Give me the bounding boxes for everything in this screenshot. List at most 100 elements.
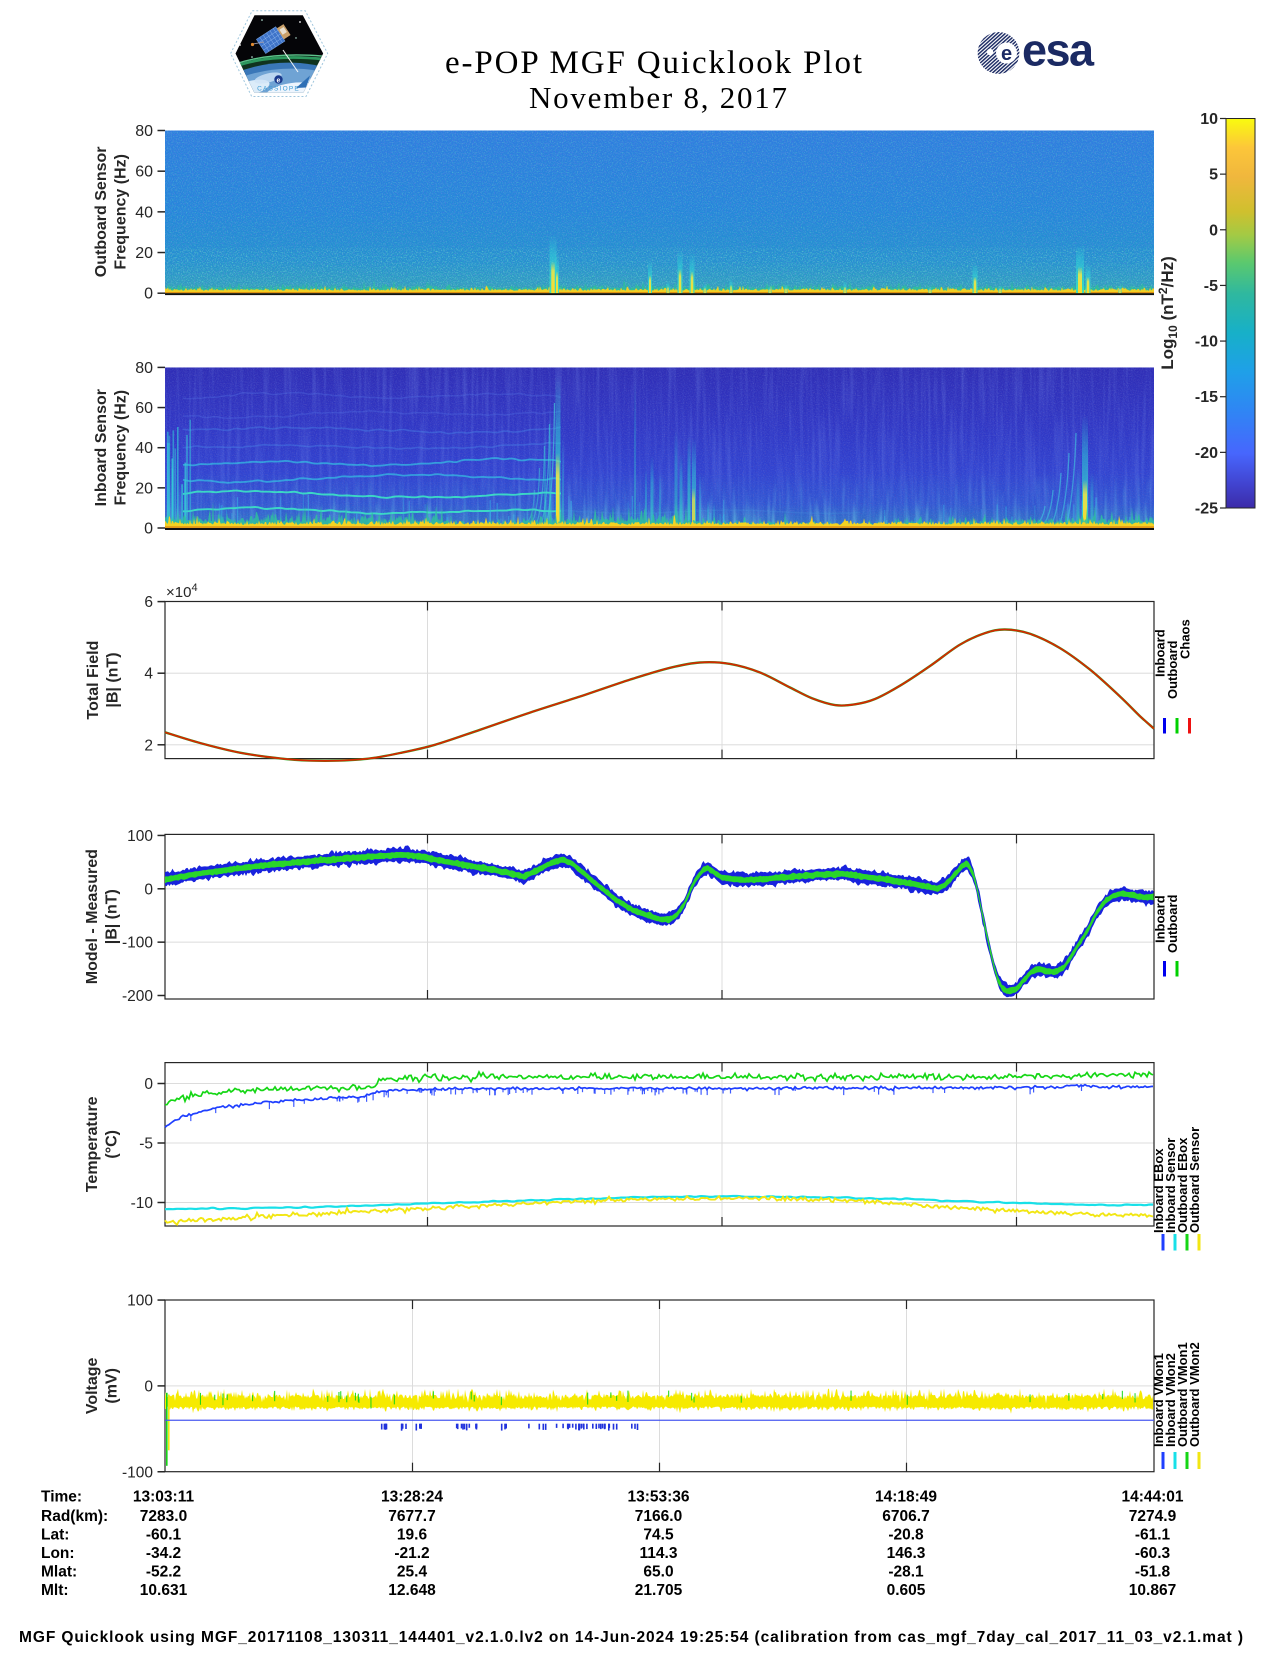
svg-text:5: 5	[1209, 167, 1218, 184]
svg-text:2: 2	[144, 737, 153, 754]
svg-text:-25: -25	[1195, 501, 1218, 518]
svg-text:14:18:49: 14:18:49	[875, 1489, 937, 1506]
svg-text:7677.7: 7677.7	[388, 1508, 435, 1525]
svg-text:-100: -100	[122, 1464, 153, 1481]
svg-text:25.4: 25.4	[397, 1564, 428, 1581]
svg-text:-15: -15	[1195, 389, 1218, 406]
svg-text:0: 0	[144, 1378, 153, 1395]
svg-text:80: 80	[135, 360, 153, 377]
svg-text:|B| (nT): |B| (nT)	[105, 652, 122, 707]
svg-text:Chaos: Chaos	[1178, 619, 1193, 659]
svg-text:80: 80	[135, 123, 153, 140]
svg-text:13:53:36: 13:53:36	[627, 1489, 689, 1506]
svg-text:Outboard VMon1: Outboard VMon1	[1175, 1342, 1190, 1447]
svg-text:6: 6	[144, 594, 153, 611]
svg-text:10.631: 10.631	[140, 1582, 188, 1599]
svg-text:7283.0: 7283.0	[140, 1508, 187, 1525]
svg-text:60: 60	[135, 400, 153, 417]
svg-text:21.705: 21.705	[635, 1582, 683, 1599]
svg-text:Inboard Sensor: Inboard Sensor	[93, 389, 110, 506]
svg-text:Frequency (Hz): Frequency (Hz)	[113, 390, 130, 506]
svg-text:0: 0	[144, 286, 153, 303]
svg-text:MGF Quicklook using MGF_201711: MGF Quicklook using MGF_20171108_130311_…	[19, 1629, 1243, 1646]
svg-text:-10: -10	[131, 1195, 154, 1212]
svg-text:Inboard EBox: Inboard EBox	[1151, 1148, 1166, 1233]
svg-text:-20.8: -20.8	[888, 1527, 924, 1544]
svg-text:0.605: 0.605	[887, 1582, 926, 1599]
svg-text:-200: -200	[122, 988, 153, 1005]
svg-text:10.867: 10.867	[1129, 1582, 1176, 1599]
svg-text:Outboard EBox: Outboard EBox	[1175, 1137, 1190, 1233]
svg-text:esa: esa	[1022, 25, 1095, 76]
svg-text:0: 0	[144, 1076, 153, 1093]
svg-text:60: 60	[135, 164, 153, 181]
svg-text:-20: -20	[1195, 445, 1218, 462]
svg-text:Model - Measured: Model - Measured	[84, 849, 101, 984]
svg-text:(°C): (°C)	[104, 1130, 121, 1159]
svg-text:-61.1: -61.1	[1135, 1527, 1171, 1544]
svg-text:Inboard Sensor: Inboard Sensor	[1163, 1138, 1178, 1233]
svg-text:Mlat:: Mlat:	[41, 1564, 77, 1581]
svg-text:Temperature: Temperature	[84, 1096, 101, 1192]
svg-text:CASSIOPE: CASSIOPE	[257, 86, 300, 93]
svg-text:Mlt:: Mlt:	[41, 1582, 69, 1599]
svg-text:Inboard VMon2: Inboard VMon2	[1163, 1353, 1178, 1447]
svg-text:0: 0	[144, 881, 153, 898]
svg-text:Outboard: Outboard	[1165, 894, 1180, 953]
svg-text:Lat:: Lat:	[41, 1527, 69, 1544]
svg-text:-34.2: -34.2	[146, 1545, 181, 1562]
svg-text:e: e	[277, 78, 281, 85]
svg-text:Rad(km):: Rad(km):	[41, 1508, 108, 1525]
svg-text:-60.1: -60.1	[146, 1527, 182, 1544]
svg-text:Lon:: Lon:	[41, 1545, 75, 1562]
svg-text:Outboard VMon2: Outboard VMon2	[1187, 1342, 1202, 1447]
svg-text:(mV): (mV)	[104, 1368, 121, 1404]
svg-text:-60.3: -60.3	[1135, 1545, 1171, 1562]
svg-text:4: 4	[144, 666, 153, 683]
svg-text:-21.2: -21.2	[394, 1545, 429, 1562]
svg-text:100: 100	[127, 828, 153, 845]
svg-text:Outboard Sensor: Outboard Sensor	[93, 147, 110, 278]
svg-text:7166.0: 7166.0	[635, 1508, 682, 1525]
svg-text:6706.7: 6706.7	[882, 1508, 929, 1525]
svg-text:40: 40	[135, 440, 153, 457]
svg-text:Inboard: Inboard	[1153, 629, 1168, 677]
svg-text:Inboard: Inboard	[1153, 895, 1168, 943]
svg-text:-51.8: -51.8	[1135, 1564, 1171, 1581]
svg-text:12.648: 12.648	[388, 1582, 436, 1599]
svg-text:19.6: 19.6	[397, 1527, 428, 1544]
svg-text:10: 10	[1200, 111, 1218, 128]
svg-text:Inboard VMon1: Inboard VMon1	[1151, 1353, 1166, 1447]
svg-text:13:03:11: 13:03:11	[133, 1489, 195, 1506]
svg-text:100: 100	[127, 1293, 153, 1310]
svg-text:40: 40	[135, 204, 153, 221]
svg-text:146.3: 146.3	[887, 1545, 926, 1562]
svg-text:-10: -10	[1195, 334, 1218, 351]
svg-text:74.5: 74.5	[643, 1527, 674, 1544]
svg-text:-28.1: -28.1	[888, 1564, 924, 1581]
svg-text:65.0: 65.0	[643, 1564, 673, 1581]
svg-text:-52.2: -52.2	[146, 1564, 181, 1581]
svg-text:-5: -5	[139, 1136, 153, 1153]
svg-text:Outboard Sensor: Outboard Sensor	[1187, 1127, 1202, 1233]
svg-text:Voltage: Voltage	[84, 1357, 101, 1414]
svg-text:Total Field: Total Field	[85, 641, 102, 720]
svg-text:November 8, 2017: November 8, 2017	[529, 80, 787, 115]
svg-text:114.3: 114.3	[640, 1545, 678, 1562]
svg-text:Frequency (Hz): Frequency (Hz)	[113, 154, 130, 270]
svg-text:Outboard: Outboard	[1165, 640, 1180, 699]
svg-text:|B| (nT): |B| (nT)	[104, 889, 121, 944]
svg-text:0: 0	[144, 521, 153, 538]
svg-text:-100: -100	[122, 935, 153, 952]
svg-text:0: 0	[1209, 222, 1218, 239]
svg-text:20: 20	[135, 245, 153, 262]
svg-text:13:28:24: 13:28:24	[381, 1489, 443, 1506]
svg-text:20: 20	[135, 480, 153, 497]
svg-text:Log10 (nT2/Hz): Log10 (nT2/Hz)	[1156, 256, 1180, 370]
svg-text:14:44:01: 14:44:01	[1121, 1489, 1183, 1506]
svg-text:×104: ×104	[166, 582, 198, 601]
svg-text:e: e	[1001, 43, 1012, 65]
svg-text:e-POP MGF Quicklook Plot: e-POP MGF Quicklook Plot	[445, 45, 862, 81]
svg-text:7274.9: 7274.9	[1129, 1508, 1177, 1525]
svg-text:Time:: Time:	[41, 1489, 82, 1506]
